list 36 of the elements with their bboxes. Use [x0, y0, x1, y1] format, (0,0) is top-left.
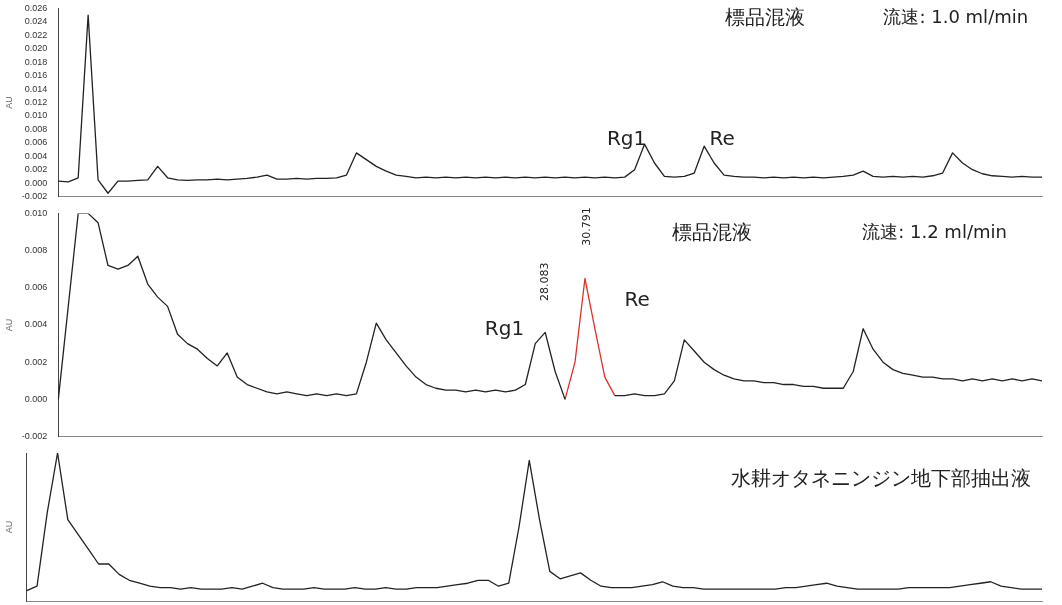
- y-tick-label: -0.002: [21, 191, 48, 202]
- y-tick-label: 0.024: [24, 16, 48, 27]
- y-tick-label: 0.004: [24, 319, 48, 330]
- y-tick-label: 0.014: [24, 83, 48, 94]
- y-tick-label: 0.008: [24, 123, 48, 134]
- y-axis-title: AU: [3, 318, 14, 332]
- y-tick-label: 0.016: [24, 70, 48, 81]
- y-tick-label: 0.020: [24, 43, 48, 54]
- y-tick-label: 0.026: [24, 2, 48, 13]
- annotation: 水耕オタネニンジン地下部抽出液: [731, 466, 1032, 491]
- annotation: Re: [624, 287, 650, 312]
- annotation: Re: [709, 125, 735, 150]
- y-tick-label: 0.010: [24, 207, 48, 218]
- annotation: 流速: 1.2 ml/min: [862, 221, 1007, 243]
- y-tick-label: 0.022: [24, 29, 48, 40]
- annotation: Rg1: [484, 316, 525, 340]
- y-tick-label: 0.006: [24, 282, 48, 293]
- annotation: 流速: 1.0 ml/min: [883, 6, 1029, 28]
- y-tick-label: 0.002: [24, 164, 48, 175]
- y-tick-label: 0.006: [24, 137, 48, 148]
- y-tick-label: 0.002: [24, 356, 48, 367]
- y-tick-label: 0.004: [24, 150, 48, 161]
- annotation: 28.083: [537, 262, 551, 301]
- y-tick-label: 0.000: [24, 177, 48, 188]
- y-tick-label: 0.008: [24, 245, 48, 256]
- y-tick-label: 0.010: [24, 110, 48, 121]
- y-tick-label: -0.002: [21, 431, 48, 442]
- y-tick-label: 0.018: [24, 56, 48, 67]
- y-tick-label: 0.000: [24, 393, 48, 404]
- annotation: 30.791: [580, 207, 594, 246]
- annotation: 標品混液: [671, 220, 752, 244]
- y-axis-title: AU: [3, 520, 14, 534]
- y-axis-title: AU: [3, 96, 14, 109]
- y-tick-label: 0.012: [24, 96, 48, 107]
- annotation: Rg1: [606, 125, 647, 150]
- annotation: 標品混液: [724, 4, 805, 29]
